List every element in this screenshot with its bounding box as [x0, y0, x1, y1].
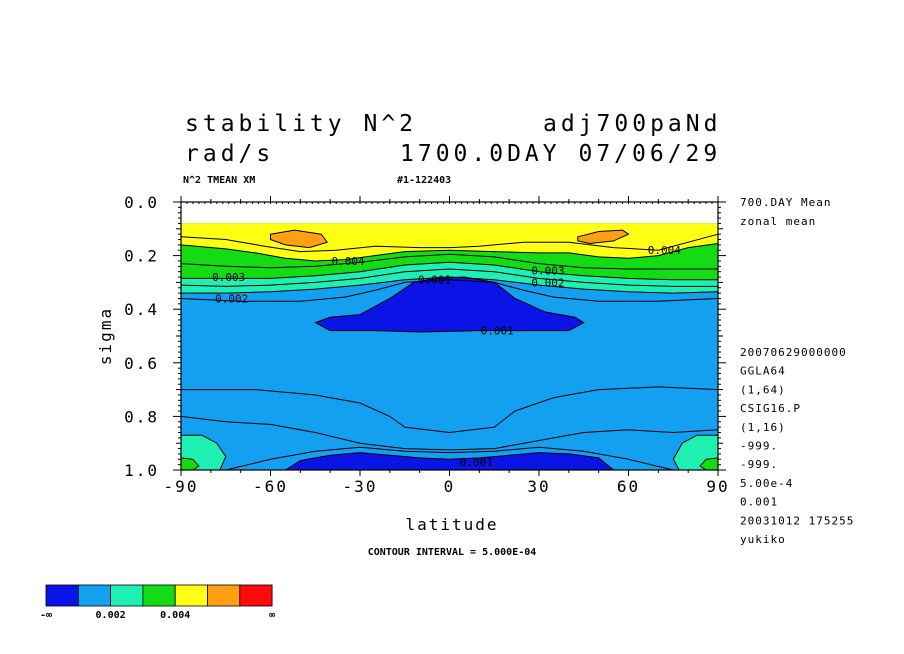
contour-line-extra-2: [180, 268, 718, 287]
colorbar-swatch: [239, 584, 273, 607]
contour-labels: 0.0040.0040.0030.0030.0020.0020.0010.001…: [212, 244, 681, 469]
fill-min-dark-blue-low: [283, 452, 616, 471]
x-tick-label: 30: [527, 477, 550, 496]
y-tick-label: 0.8: [124, 407, 159, 426]
fill-min-dark-blue-mid: [314, 276, 585, 333]
subtitle-right: #1-122403: [397, 175, 451, 186]
side-info-line: zonal mean: [740, 215, 816, 228]
colorbar-label: 0.004: [160, 610, 190, 621]
colorbar-swatch: [110, 584, 144, 607]
side-info-bottom: 20070629000000 GGLA64 (1,64) CSIG16.P (1,16)…: [740, 346, 854, 546]
contour-line-0: [181, 276, 719, 294]
contour-line-extra-3: [180, 279, 719, 302]
side-info-line: 5.00e-4: [740, 477, 793, 490]
contour-label: 0.001: [460, 456, 493, 469]
contour-line-extra-5: [180, 415, 719, 451]
side-info-line: 20031012 175255: [740, 514, 854, 527]
contour-line-1: [181, 261, 718, 281]
contour-plot: 0.0040.0040.0030.0030.0020.0020.0010.001…: [124, 193, 729, 496]
fill-max-orange-north: [577, 229, 630, 245]
x-axis-label: latitude: [405, 515, 498, 534]
colorbar-swatch: [207, 584, 241, 607]
colorbar-swatch: [77, 584, 112, 607]
contour-line-extra-4: [181, 386, 719, 434]
colorbar-label: ∞: [269, 610, 275, 621]
fill-max-orange-south: [270, 229, 329, 249]
side-info-line: 700.DAY Mean: [740, 196, 831, 209]
x-tick-label: 90: [706, 477, 729, 496]
subtitle-left: N^2 TMEAN XM: [183, 175, 255, 186]
contour-line-2: [180, 243, 719, 262]
y-tick-label: 0.0: [124, 193, 159, 212]
y-tick-labels: 0.0 0.2 0.4 0.6 0.8 1.0: [124, 193, 159, 480]
contour-line-extra-0: [180, 233, 719, 253]
side-info-line: 20070629000000: [740, 346, 847, 359]
x-tick-label: -60: [253, 477, 288, 496]
side-info-line: yukiko: [740, 533, 786, 546]
x-tick-label: -90: [164, 477, 199, 496]
contour-label: 0.004: [648, 244, 681, 257]
contour-label: 0.003: [212, 271, 245, 284]
contour-label: 0.003: [531, 264, 564, 277]
side-info-line: CSIG16.P: [740, 402, 801, 415]
x-tick-label: 60: [617, 477, 640, 496]
y-tick-label: 1.0: [124, 461, 159, 480]
title-right: adj700paNd: [543, 111, 721, 137]
x-tick-label: 0: [444, 477, 456, 496]
y-tick-label: 0.4: [124, 300, 159, 319]
y-tick-label: 0.2: [124, 247, 159, 266]
side-info-top: 700.DAY Mean zonal mean: [740, 196, 831, 228]
contour-label: 0.002: [531, 276, 564, 289]
contour-label: 0.001: [418, 274, 451, 287]
contour-interval-text: CONTOUR INTERVAL = 5.000E-04: [368, 547, 537, 558]
side-info-line: (1,64): [740, 383, 786, 396]
axis-ticks: [173, 196, 726, 476]
x-tick-labels: -90 -60 -30 0 30 60 90: [164, 477, 729, 496]
contour-fills: [180, 223, 719, 471]
x-tick-label: -30: [343, 477, 378, 496]
contour-label: 0.004: [332, 255, 365, 268]
y-tick-label: 0.6: [124, 354, 159, 373]
colorbar-label: 0.002: [96, 610, 126, 621]
contour-label: 0.002: [215, 292, 248, 305]
colorbar-swatch: [174, 584, 208, 607]
side-info-line: GGLA64: [740, 365, 786, 378]
side-info-line: (1,16): [740, 421, 786, 434]
contour-label: 0.001: [481, 325, 514, 338]
units-label: rad/s: [185, 141, 274, 167]
time-label: 1700.0DAY 07/06/29: [400, 141, 721, 167]
contour-line-extra-1: [180, 253, 718, 270]
colorbar-swatch: [142, 584, 176, 607]
side-info-line: 0.001: [740, 496, 778, 509]
side-info-line: -999.: [740, 440, 778, 453]
colorbar: -∞ 0.002 0.004 ∞: [40, 584, 275, 621]
side-info-line: -999.: [740, 458, 778, 471]
contour-lines: [180, 233, 719, 471]
colorbar-label: -∞: [40, 610, 52, 621]
colorbar-swatch: [45, 584, 79, 607]
y-axis-label: sigma: [96, 307, 115, 365]
title-left: stability N^2: [185, 111, 417, 137]
contour-line-extra-6: [225, 446, 674, 471]
